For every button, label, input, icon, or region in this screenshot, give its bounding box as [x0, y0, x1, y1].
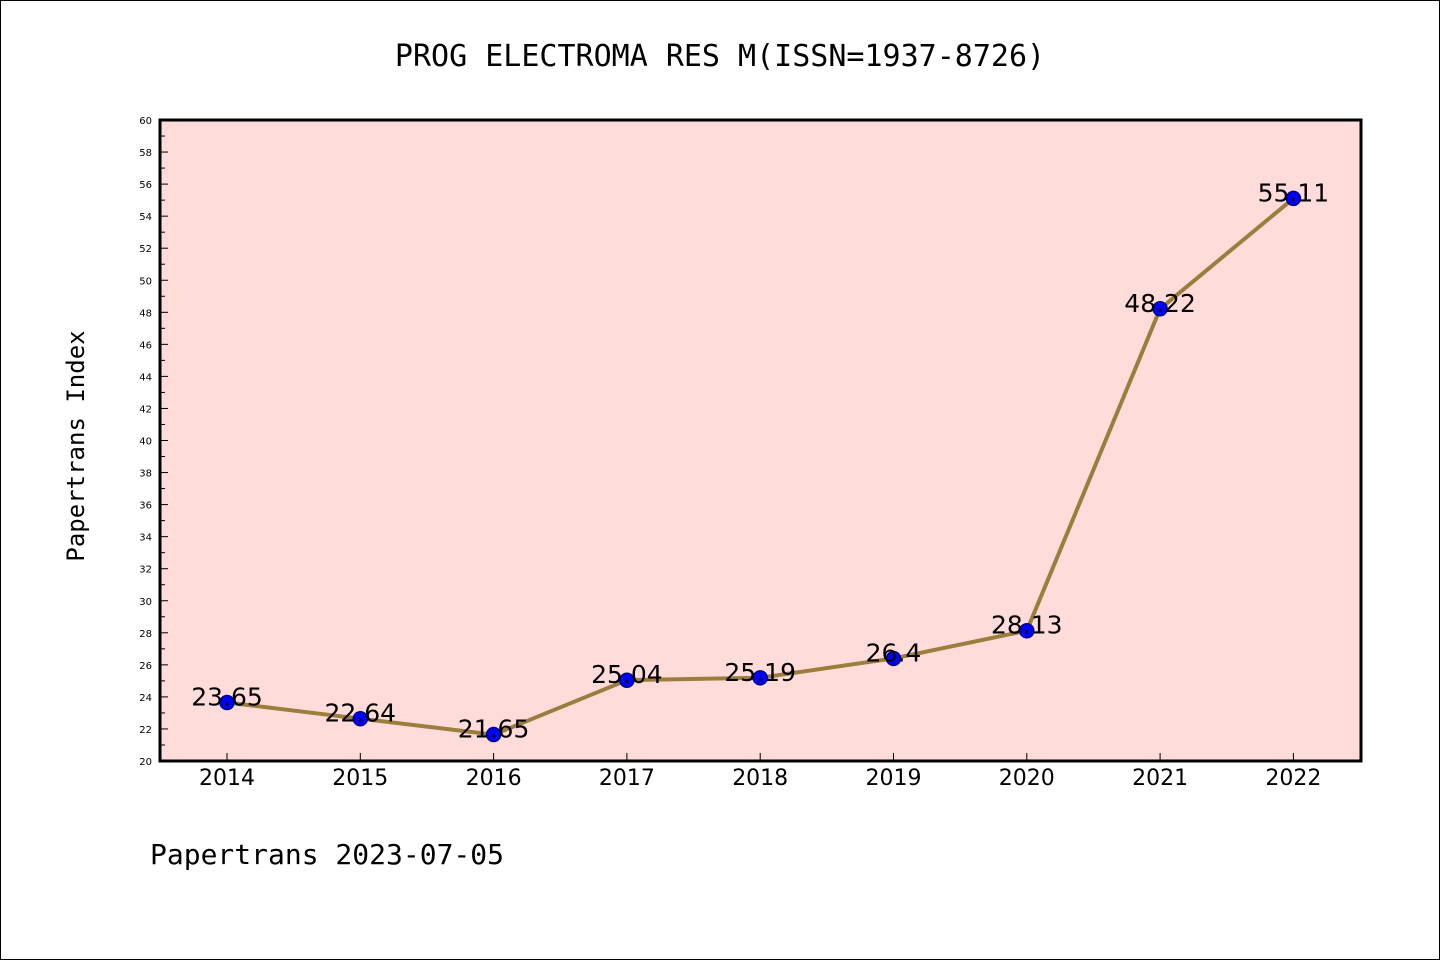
data-label: 21.65 — [458, 715, 530, 744]
x-axis-ticks: 2014 2015 2016 2017 2018 2019 2020 2021 2022 — [199, 753, 1321, 791]
x-tick-label: 2015 — [332, 766, 388, 791]
data-label: 25.19 — [724, 658, 796, 687]
data-label: 25.04 — [591, 660, 663, 689]
x-tick-label: 2019 — [866, 766, 922, 791]
data-label: 22.64 — [325, 699, 397, 728]
data-point — [219, 694, 235, 711]
footer-source-date: Papertrans 2023-07-05 — [150, 838, 504, 871]
data-point — [752, 670, 768, 686]
y-tick-label: 42 — [139, 404, 152, 415]
data-label: 55.11 — [1258, 178, 1330, 207]
x-tick-label: 2016 — [466, 766, 522, 791]
data-point — [485, 726, 502, 743]
data-point — [885, 650, 902, 667]
data-labels: 23.65 22.64 21.65 25.04 25.19 26.4 28.13 48.22 5… — [191, 178, 1329, 743]
data-label: 26.4 — [866, 638, 922, 667]
data-point — [1152, 301, 1168, 317]
y-tick-label: 36 — [139, 501, 152, 512]
x-tick-label: 2018 — [732, 766, 788, 791]
x-tick-label: 2020 — [999, 766, 1055, 791]
y-tick-label: 56 — [139, 180, 152, 191]
data-markers — [219, 190, 1302, 743]
x-tick-label: 2021 — [1132, 766, 1188, 791]
data-point — [1019, 622, 1035, 639]
y-tick-label: 30 — [139, 597, 152, 608]
chart-title: PROG ELECTROMA RES M(ISSN=1937-8726) — [395, 39, 1045, 74]
y-tick-label: 22 — [139, 725, 152, 736]
x-tick-label: 2014 — [199, 766, 255, 791]
data-point — [352, 710, 369, 727]
y-tick-label: 38 — [139, 469, 152, 480]
data-label: 23.65 — [191, 683, 263, 712]
y-tick-label: 50 — [139, 276, 152, 287]
y-tick-label: 46 — [139, 340, 152, 351]
plot-area — [160, 120, 1361, 761]
y-tick-label: 52 — [139, 244, 152, 255]
data-label: 48.22 — [1124, 289, 1196, 318]
plot-border — [158, 118, 1363, 763]
y-axis-label: Papertrans Index — [62, 330, 90, 561]
data-point — [1285, 190, 1302, 207]
x-tick-label: 2017 — [599, 766, 655, 791]
data-label: 28.13 — [991, 611, 1063, 640]
y-tick-label: 20 — [139, 757, 152, 768]
y-tick-label: 48 — [139, 308, 152, 319]
y-tick-label: 34 — [139, 533, 152, 544]
x-tick-label: 2022 — [1265, 766, 1321, 791]
y-tick-label: 44 — [139, 372, 152, 383]
y-tick-label: 58 — [139, 148, 152, 159]
data-point — [619, 672, 635, 688]
y-tick-label: 32 — [139, 565, 152, 576]
y-tick-label: 28 — [139, 629, 152, 640]
y-tick-label: 60 — [139, 116, 152, 127]
y-tick-label: 26 — [139, 661, 152, 672]
y-tick-label: 24 — [139, 693, 152, 704]
y-tick-label: 40 — [139, 437, 152, 448]
y-tick-label: 54 — [139, 212, 152, 223]
